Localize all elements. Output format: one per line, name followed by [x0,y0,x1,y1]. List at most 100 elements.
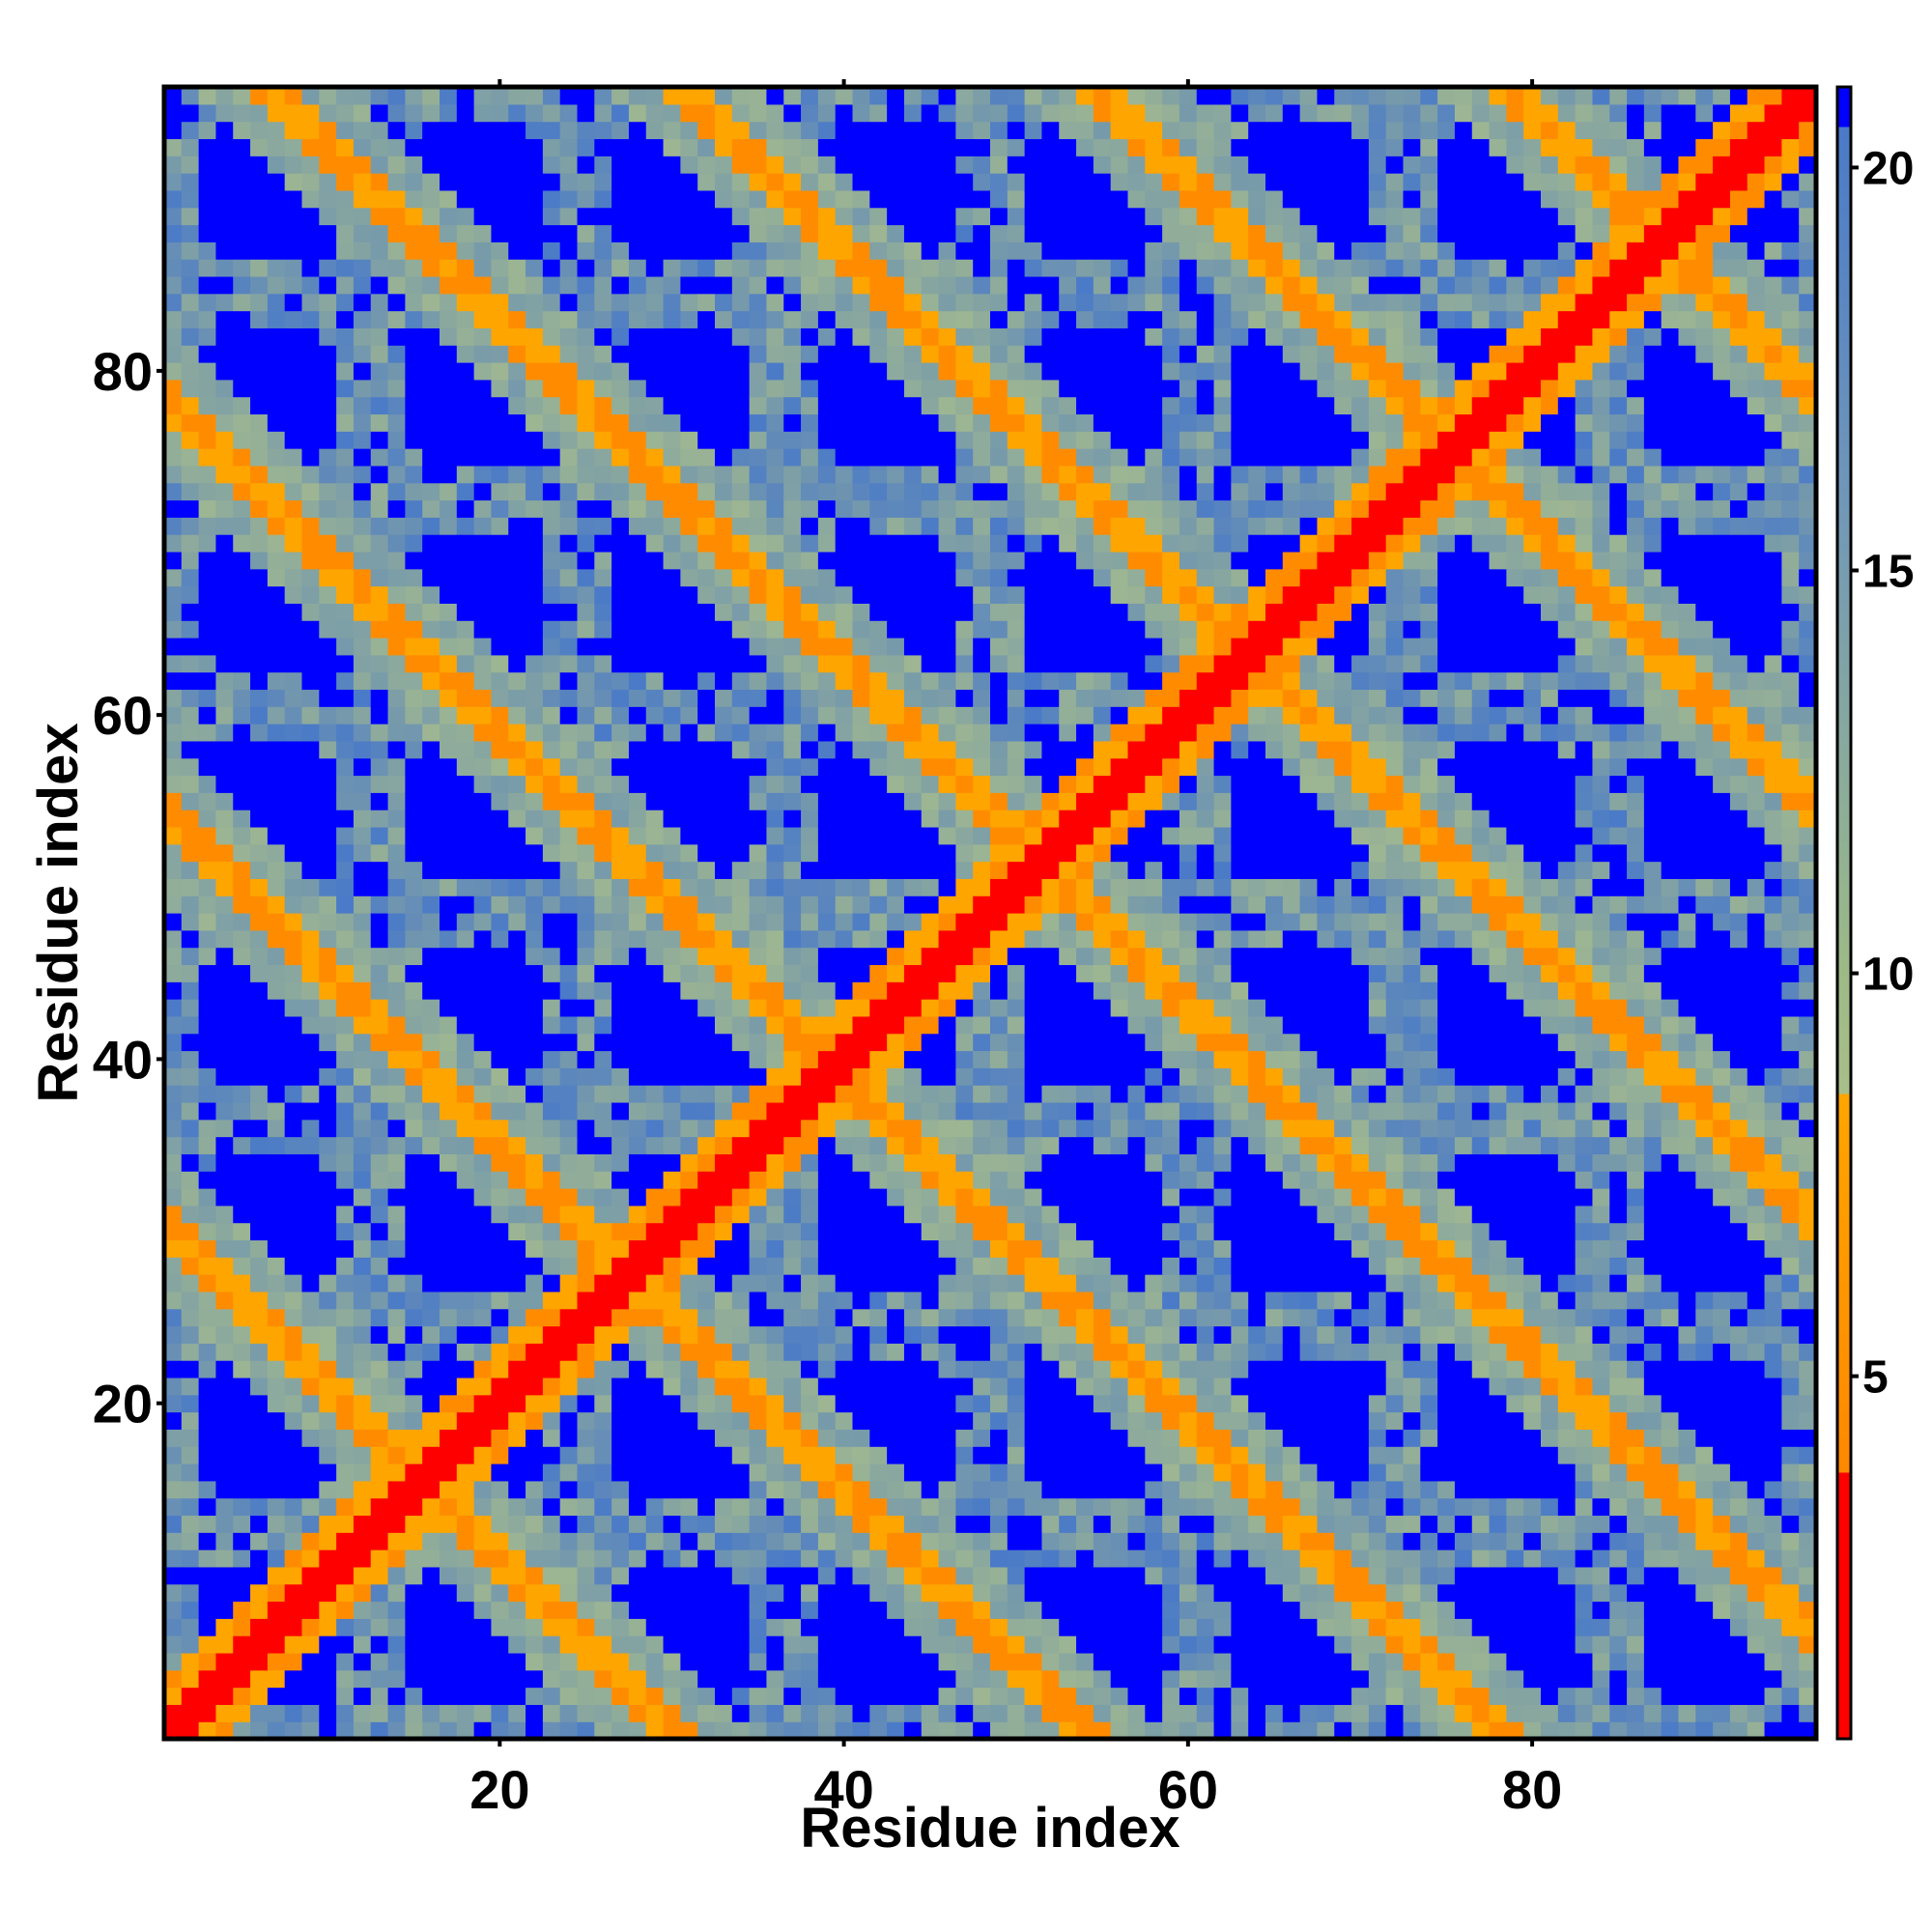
heatmap-cell [198,224,217,242]
heatmap-cell [181,1222,200,1241]
heatmap-cell [559,551,579,570]
heatmap-cell [973,1239,991,1258]
heatmap-cell [903,1308,923,1327]
heatmap-cell [645,1085,665,1103]
heatmap-cell [215,413,234,432]
heatmap-cell [801,1635,819,1654]
heatmap-cell [405,1377,423,1396]
heatmap-cell [198,964,217,982]
heatmap-cell [508,379,526,398]
heatmap-cell [491,895,509,914]
heatmap-cell [508,568,526,587]
heatmap-cell [353,121,372,140]
heatmap-cell [1024,1566,1043,1585]
heatmap-cell [1179,1360,1198,1378]
heatmap-cell [440,1274,458,1293]
heatmap-cell [336,1050,355,1068]
heatmap-cell [336,810,355,828]
heatmap-cell [456,638,475,656]
heatmap-cell [181,87,200,105]
heatmap-cell [1162,1377,1180,1396]
heatmap-cell [526,1291,544,1310]
heatmap-cell [526,534,544,553]
heatmap-cell [1523,1360,1542,1378]
heatmap-cell [1110,1274,1129,1293]
heatmap-cell [1041,1669,1060,1689]
heatmap-cell [440,448,458,467]
heatmap-cell [1592,1669,1610,1689]
heatmap-cell [1661,1532,1680,1550]
heatmap-cell [594,878,612,896]
heatmap-cell [921,1257,940,1275]
heatmap-cell [835,1343,854,1361]
heatmap-cell [1282,1515,1301,1533]
heatmap-cell [611,1274,630,1293]
heatmap-cell [1041,1618,1060,1636]
heatmap-cell [1437,1325,1456,1344]
heatmap-cell [1351,1635,1370,1654]
heatmap-cell [766,1721,784,1740]
heatmap-cell [1661,1566,1680,1585]
heatmap-cell [198,1704,217,1722]
heatmap-cell [215,964,234,982]
heatmap-cell [1506,1669,1524,1689]
heatmap-cell [526,1222,544,1241]
heatmap-cell [1368,1549,1387,1568]
heatmap-cell [284,517,303,535]
heatmap-cell [370,568,389,587]
heatmap-cell [319,1429,337,1447]
heatmap-cell [680,345,698,363]
heatmap-cell [164,310,183,328]
heatmap-cell [1713,1549,1731,1568]
heatmap-cell [181,224,200,242]
heatmap-cell [353,929,372,949]
heatmap-cell [215,1704,234,1722]
heatmap-cell [990,1687,1009,1705]
heatmap-cell [250,396,269,415]
heatmap-cell [542,1101,561,1121]
heatmap-cell [628,1446,647,1464]
heatmap-cell [405,964,423,982]
heatmap-cell [456,826,475,845]
heatmap-cell [198,1515,217,1533]
heatmap-cell [1076,1515,1094,1533]
heatmap-cell [594,1033,612,1052]
heatmap-cell [1248,1497,1266,1517]
heatmap-cell [1007,1463,1026,1482]
heatmap-cell [577,724,595,742]
heatmap-cell [250,379,269,398]
heatmap-cell [387,1085,406,1103]
heatmap-cell [1695,1343,1714,1361]
heatmap-cell [198,138,217,156]
heatmap-cell [491,431,509,449]
heatmap-cell [233,310,251,328]
heatmap-cell [542,1704,561,1722]
heatmap-cell [1196,1618,1215,1636]
heatmap-cell [594,103,612,123]
heatmap-cell [645,792,665,810]
heatmap-cell [284,724,303,742]
heatmap-cell [903,1515,923,1533]
heatmap-cell [559,740,579,759]
heatmap-cell [938,1601,956,1619]
heatmap-cell [577,1136,595,1154]
heatmap-cell [456,792,475,810]
heatmap-cell [233,1411,251,1430]
heatmap-cell [645,1480,665,1499]
heatmap-cell [577,1669,595,1689]
heatmap-cell [508,947,526,966]
heatmap-cell [1213,1583,1232,1603]
heatmap-cell [1007,1669,1026,1689]
heatmap-cell [491,413,509,432]
heatmap-cell [1351,1463,1370,1482]
heatmap-cell [526,724,544,742]
heatmap-cell [1454,1343,1473,1361]
heatmap-cell [370,1669,389,1689]
heatmap-cell [1351,1291,1370,1310]
heatmap-cell [577,293,595,312]
heatmap-cell [955,1308,974,1327]
heatmap-cell [1007,1239,1026,1258]
heatmap-cell [387,671,406,691]
heatmap-cell [559,1119,579,1138]
heatmap-cell [628,861,647,879]
